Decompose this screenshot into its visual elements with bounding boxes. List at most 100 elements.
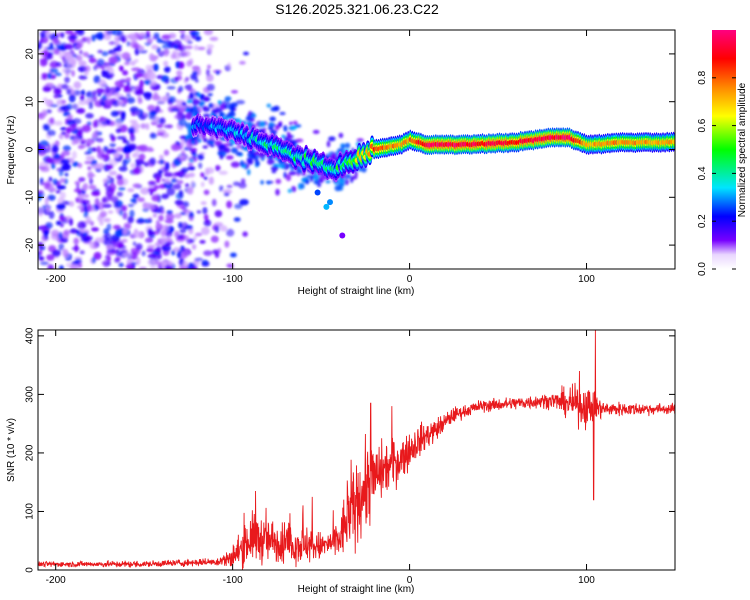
snr-x-label: Height of straight line (km) <box>298 584 415 595</box>
spectrogram-noise-blob <box>93 251 102 260</box>
spectrogram-noise-blob <box>46 206 51 212</box>
spectrogram-noise-blob <box>115 121 122 128</box>
spectrogram-noise-blob <box>139 79 144 88</box>
colorbar: 0.0 0.2 0.4 0.6 0.8 Normalized spectral ampl… <box>697 30 748 276</box>
spectrogram-noise-blob <box>235 151 243 156</box>
spectrogram-noise-blob <box>132 230 141 238</box>
spectrogram-noise-blob <box>60 127 67 131</box>
spectrogram-noise-blob <box>279 162 285 169</box>
spectrogram-noise-blob <box>42 86 52 92</box>
colorbar-ticks: 0.0 0.2 0.4 0.6 0.8 <box>697 70 736 276</box>
y-tick-label: 20 <box>25 48 36 60</box>
spectrogram-noise-blob <box>38 256 45 261</box>
spectrogram-noise-blob <box>101 51 109 57</box>
spectrogram-noise-blob <box>140 123 147 129</box>
spectrogram-y-label: Frequency (Hz) <box>6 116 17 185</box>
spectrogram-noise-blob <box>215 165 221 172</box>
spectrogram-noise-blob <box>42 97 49 104</box>
spectrogram-noise-blob <box>49 67 59 74</box>
y-tick-label: 100 <box>25 503 36 520</box>
spectrogram-noise-blob <box>58 243 65 251</box>
spectrogram-noise-blob <box>190 140 196 145</box>
spectrogram-noise-blob <box>164 218 174 224</box>
spectrogram-noise-blob <box>130 247 139 255</box>
spectrogram-noise-blob <box>135 111 140 115</box>
spectrogram-noise-blob <box>87 203 92 212</box>
spectrogram-noise-blob <box>340 143 346 149</box>
spectrogram-noise-blob <box>178 190 184 198</box>
spectrogram-noise-blob <box>137 197 145 202</box>
spectrogram-noise-blob <box>121 238 128 243</box>
spectrogram-noise-blob <box>205 219 210 225</box>
spectrogram-noise-blob <box>78 100 87 106</box>
spectrogram-noise-blob <box>161 193 170 200</box>
spectrogram-noise-blob <box>85 90 94 99</box>
spectrogram-noise-blob <box>176 70 183 76</box>
spectrogram-noise-blob <box>197 46 206 51</box>
spectrogram-noise-blob <box>131 67 141 72</box>
spectrogram-noise-blob <box>132 241 137 246</box>
spectrogram-noise-blob <box>125 77 131 82</box>
spectrogram-noise-blob <box>133 167 142 175</box>
spectrogram-noise-blob <box>58 169 64 177</box>
spectrogram-noise-blob <box>179 212 187 216</box>
spectrogram-noise-blob <box>218 170 228 175</box>
spectrogram-noise-blob <box>87 166 92 171</box>
spectrogram-noise-blob <box>91 91 97 96</box>
spectrogram-noise-blob <box>69 200 75 207</box>
spectrogram-noise-blob <box>179 229 187 234</box>
spectrogram-noise-blob <box>74 244 79 253</box>
spectrogram-noise-blob <box>239 60 246 65</box>
spectrogram-noise-blob <box>205 167 210 176</box>
spectrogram-noise-blob <box>101 197 107 203</box>
spectrogram-noise-blob <box>145 64 152 71</box>
spectrogram-noise-blob <box>118 96 127 101</box>
spectrogram-noise-blob <box>44 197 49 206</box>
spectrogram-noise-blob <box>99 220 104 226</box>
spectrogram-noise-blob <box>194 139 198 146</box>
spectrogram-noise-blob <box>182 50 191 57</box>
spectrogram-noise-blob <box>217 151 222 156</box>
spectrogram-noise-blob <box>92 120 98 128</box>
spectrogram-noise-blob <box>92 132 97 139</box>
spectrogram-noise-blob <box>199 240 206 244</box>
spectrogram-noise-blob <box>127 216 134 224</box>
spectrogram-noise-blob <box>184 45 193 50</box>
spectrogram-noise-blob <box>47 194 56 201</box>
spectrogram-noise-blob <box>100 66 106 70</box>
snr-panel: -200 -100 0 100 0 100 200 300 400 Height of str… <box>6 327 676 595</box>
spectrogram-noise-blob <box>60 223 64 228</box>
spectrogram-noise-blob <box>164 161 170 170</box>
spectrogram-noise-blob <box>126 41 131 47</box>
y-tick-label: 200 <box>25 444 36 461</box>
colorbar-label: Normalized spectral amplitude <box>737 82 748 217</box>
spectrogram-noise-blob <box>106 164 114 170</box>
spectrogram-noise-blob <box>160 231 166 238</box>
spectrogram-noise-blob <box>61 100 67 104</box>
spectrogram-noise-blob <box>69 124 77 132</box>
spectrogram-noise-blob <box>97 92 102 97</box>
spectrogram-noise-blob <box>184 183 190 187</box>
spectrogram-noise-blob <box>129 119 138 124</box>
spectrogram-noise-blob <box>82 201 87 208</box>
spectrogram-noise-blob <box>200 181 205 188</box>
spectrogram-noise-blob <box>48 187 57 192</box>
spectrogram-noise-blob <box>173 158 181 167</box>
spectrogram-noise-blob <box>214 140 221 146</box>
spectrogram-noise-blob <box>73 136 79 145</box>
spectrogram-noise-blob <box>71 150 77 160</box>
spectrogram-noise-blob <box>232 181 241 187</box>
spectrogram-noise-blob <box>136 159 145 165</box>
spectrogram-noise-blob <box>69 35 79 40</box>
spectrogram-noise-blob <box>208 102 214 109</box>
spectrogram-noise-blob <box>163 149 170 156</box>
spectrogram-noise-blob <box>41 109 47 117</box>
spectrogram-y-ticks: 20 10 0 -10 -20 <box>25 48 675 252</box>
spectrogram-noise-blob <box>177 234 184 239</box>
y-tick-label: 0 <box>25 146 36 152</box>
spectrogram-noise-blob <box>82 183 89 191</box>
spectrogram-noise-blob <box>279 112 286 115</box>
spectrogram-noise-blob <box>188 216 194 222</box>
spectrogram-noise-blob <box>187 126 192 134</box>
